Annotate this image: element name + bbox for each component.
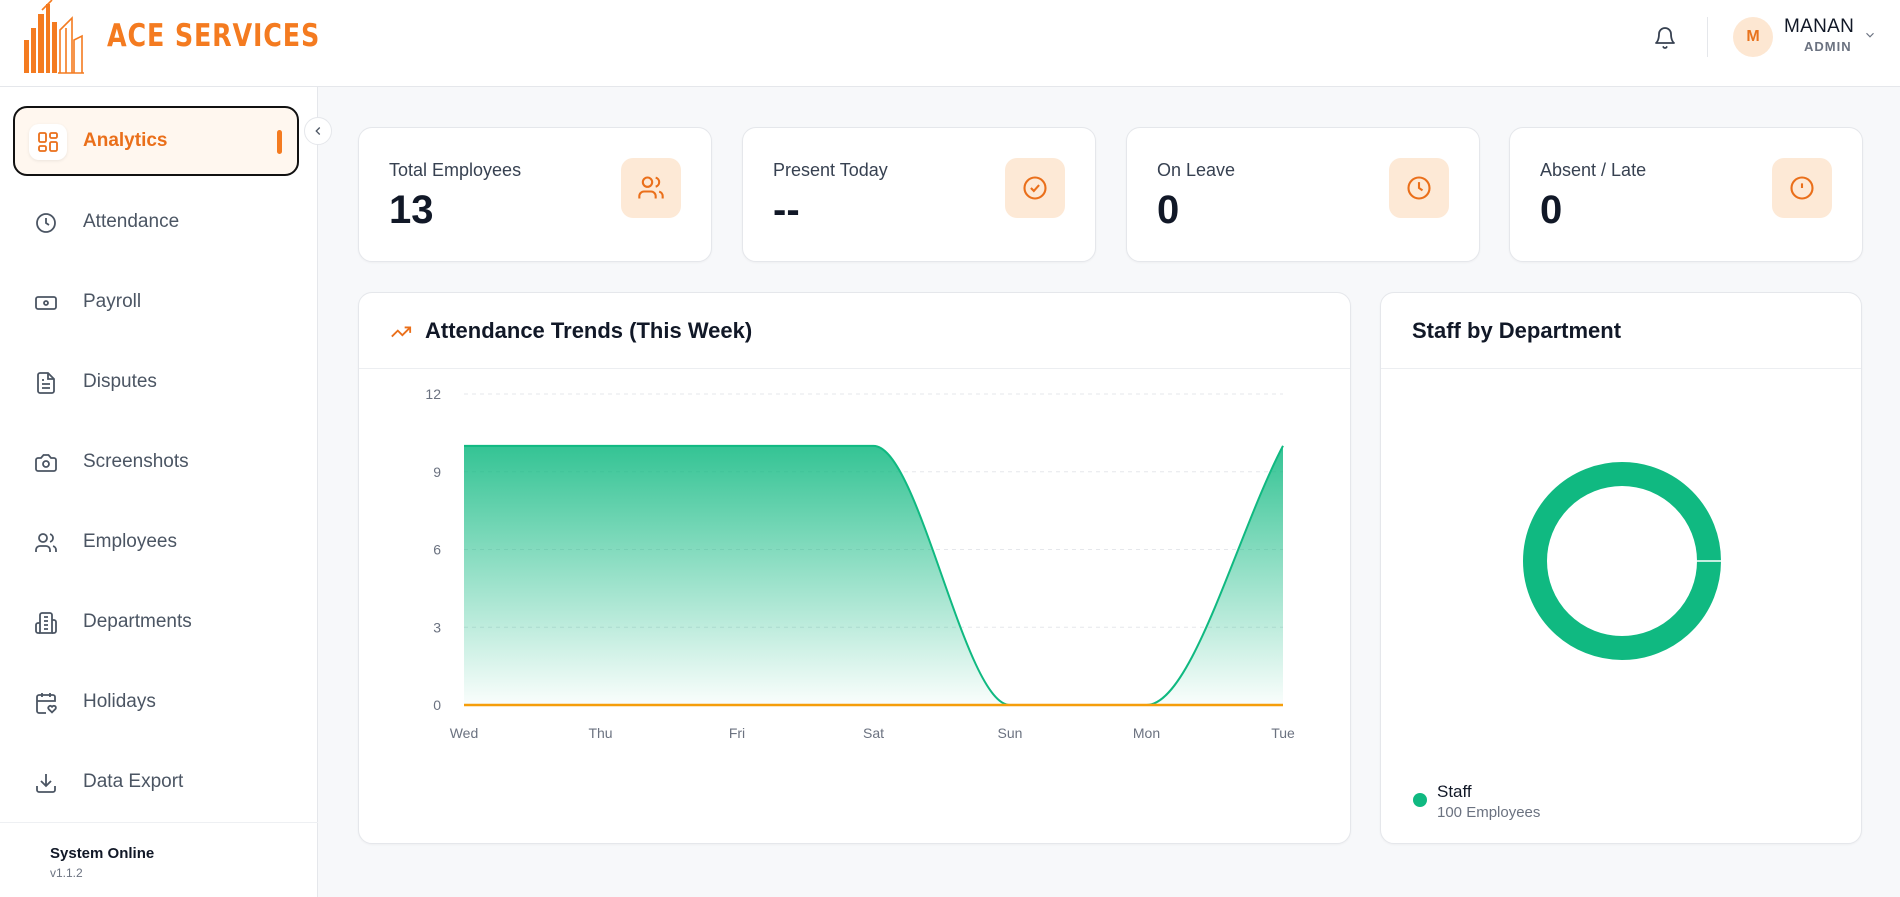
panel-title: Staff by Department bbox=[1412, 318, 1622, 343]
stat-label: Present Today bbox=[773, 160, 888, 180]
sidebar-item-payroll[interactable]: Payroll bbox=[13, 267, 299, 337]
y-tick-label: 3 bbox=[433, 619, 441, 635]
system-status: System Online bbox=[50, 845, 155, 862]
document-icon bbox=[33, 370, 59, 396]
users-icon bbox=[621, 158, 681, 218]
attendance-trends-panel: Attendance Trends (This Week) 0 3 6 9 12 Wed T… bbox=[358, 292, 1351, 844]
attendance-area-fill bbox=[464, 445, 1283, 705]
x-tick-label: Mon bbox=[1133, 725, 1160, 741]
stat-card-present-today: Present Today -- bbox=[742, 127, 1096, 262]
bell-icon bbox=[1655, 27, 1675, 49]
grid-icon bbox=[29, 124, 67, 160]
trending-up-icon bbox=[391, 326, 412, 338]
attendance-trend-chart: 0 3 6 9 12 Wed Thu Fri Sat Sun Mon Tue bbox=[425, 386, 1295, 741]
sidebar-item-employees[interactable]: Employees bbox=[13, 507, 299, 577]
sidebar-item-analytics[interactable]: Analytics bbox=[13, 106, 299, 176]
camera-icon bbox=[33, 450, 59, 476]
y-tick-label: 12 bbox=[425, 386, 441, 402]
chevron-down-icon bbox=[1866, 32, 1874, 38]
stat-label: Absent / Late bbox=[1540, 160, 1647, 180]
calendar-heart-icon bbox=[33, 690, 59, 716]
legend-color-swatch bbox=[1413, 793, 1427, 807]
alert-circle-icon bbox=[1772, 158, 1832, 218]
y-tick-label: 6 bbox=[433, 542, 441, 558]
stat-card-total-employees: Total Employees 13 bbox=[358, 127, 712, 262]
clock-icon bbox=[33, 210, 59, 236]
sidebar-item-label: Departments bbox=[83, 611, 192, 632]
sidebar-item-label: Attendance bbox=[83, 211, 180, 232]
user-menu[interactable]: M MANAN ADMIN bbox=[1731, 16, 1881, 58]
app-version: v1.1.2 bbox=[50, 866, 83, 880]
legend-sublabel: 100 Employees bbox=[1437, 804, 1541, 821]
sidebar: Analytics Attendance Payroll Disputes Sc… bbox=[0, 87, 318, 897]
notifications-button[interactable] bbox=[1650, 23, 1680, 53]
stat-label: Total Employees bbox=[389, 160, 522, 180]
stat-card-absent-late: Absent / Late 0 bbox=[1509, 127, 1863, 262]
x-tick-label: Fri bbox=[729, 725, 745, 741]
department-donut-chart bbox=[1523, 462, 1721, 660]
donut-slice[interactable] bbox=[1523, 462, 1721, 660]
sidebar-item-data-export[interactable]: Data Export bbox=[13, 747, 299, 817]
legend-label: Staff bbox=[1437, 782, 1472, 801]
check-circle-icon bbox=[1005, 158, 1065, 218]
top-header: ACE SERVICES M MANAN ADMIN bbox=[0, 0, 1900, 87]
sidebar-item-label: Data Export bbox=[83, 771, 184, 792]
sidebar-item-disputes[interactable]: Disputes bbox=[13, 347, 299, 417]
active-indicator bbox=[277, 130, 282, 154]
sidebar-item-departments[interactable]: Departments bbox=[13, 587, 299, 657]
download-icon bbox=[33, 770, 59, 796]
sidebar-item-screenshots[interactable]: Screenshots bbox=[13, 427, 299, 497]
sidebar-item-label: Holidays bbox=[83, 691, 156, 712]
users-icon bbox=[33, 530, 59, 556]
sidebar-item-attendance[interactable]: Attendance bbox=[13, 187, 299, 257]
clock-icon bbox=[1389, 158, 1449, 218]
sidebar-item-label: Employees bbox=[83, 531, 177, 552]
panel-title: Attendance Trends (This Week) bbox=[425, 318, 753, 343]
user-role: ADMIN bbox=[1804, 39, 1852, 54]
staff-by-department-panel: Staff by Department Staff 100 Employees bbox=[1380, 292, 1862, 844]
company-logo bbox=[24, 0, 84, 74]
avatar: M bbox=[1733, 17, 1773, 57]
x-tick-label: Sat bbox=[863, 725, 884, 741]
sidebar-item-label: Analytics bbox=[83, 130, 168, 151]
banknote-icon bbox=[33, 290, 59, 316]
collapse-sidebar-button[interactable] bbox=[304, 117, 332, 145]
x-tick-label: Wed bbox=[450, 725, 479, 741]
header-divider bbox=[1707, 17, 1708, 57]
sidebar-item-label: Disputes bbox=[83, 371, 157, 392]
panel-header: Attendance Trends (This Week) bbox=[359, 293, 1350, 369]
building-icon bbox=[33, 610, 59, 636]
chevron-left-icon bbox=[315, 127, 321, 135]
x-tick-label: Sun bbox=[998, 725, 1023, 741]
stat-label: On Leave bbox=[1157, 160, 1236, 180]
sidebar-item-label: Payroll bbox=[83, 291, 142, 312]
user-name: MANAN bbox=[1784, 16, 1855, 37]
stat-value: 13 bbox=[389, 188, 434, 232]
sidebar-footer: System Online v1.1.2 bbox=[0, 822, 318, 897]
x-tick-label: Tue bbox=[1271, 725, 1295, 741]
stat-value: 0 bbox=[1157, 188, 1180, 232]
sidebar-item-holidays[interactable]: Holidays bbox=[13, 667, 299, 737]
y-tick-label: 9 bbox=[433, 464, 441, 480]
attendance-series-line bbox=[464, 444, 1284, 706]
y-tick-label: 0 bbox=[433, 697, 441, 713]
panel-header: Staff by Department bbox=[1381, 293, 1861, 369]
stat-value: -- bbox=[773, 188, 800, 232]
stat-value: 0 bbox=[1540, 188, 1563, 232]
brand-name: ACE SERVICES bbox=[107, 18, 321, 54]
stat-card-on-leave: On Leave 0 bbox=[1126, 127, 1480, 262]
sidebar-item-label: Screenshots bbox=[83, 451, 189, 472]
x-tick-label: Thu bbox=[588, 725, 612, 741]
